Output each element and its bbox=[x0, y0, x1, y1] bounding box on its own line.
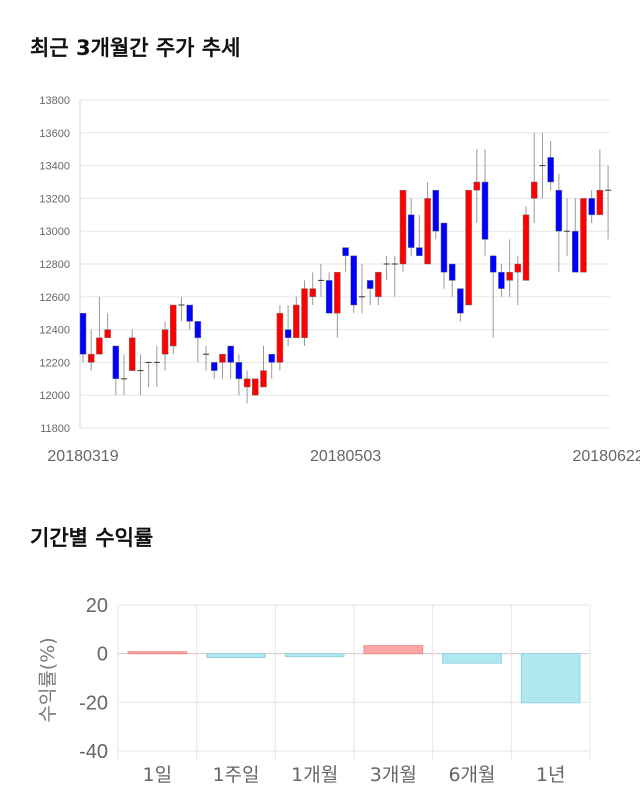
y-tick-label: 20 bbox=[86, 595, 108, 617]
candle-down bbox=[342, 247, 349, 257]
candle-down bbox=[448, 263, 456, 281]
candle-down bbox=[481, 181, 489, 240]
return-bar bbox=[206, 653, 266, 659]
candle-up bbox=[399, 189, 407, 265]
candle-down bbox=[325, 280, 333, 314]
return-bar bbox=[127, 651, 188, 655]
x-tick-label: 3개월 bbox=[370, 764, 417, 786]
candle-up bbox=[161, 329, 169, 355]
y-axis-title: 수익률(%) bbox=[37, 637, 59, 722]
candle-up bbox=[334, 271, 341, 314]
x-tick-label: 20180319 bbox=[47, 448, 118, 465]
y-tick-label: 13400 bbox=[39, 161, 70, 173]
candle-up bbox=[128, 337, 136, 371]
candle-down bbox=[186, 304, 193, 322]
candle-down bbox=[588, 198, 595, 216]
candle-up bbox=[293, 304, 300, 339]
candle-down bbox=[457, 288, 464, 314]
candle-up bbox=[506, 271, 513, 281]
y-tick-label: 12600 bbox=[39, 292, 70, 304]
candle-down bbox=[79, 312, 87, 355]
x-tick-label: 6개월 bbox=[448, 764, 495, 786]
candle-down bbox=[227, 345, 234, 363]
candle-down bbox=[112, 345, 120, 380]
candle-down bbox=[268, 353, 275, 363]
candle-up bbox=[473, 181, 481, 191]
candle-up bbox=[424, 198, 431, 265]
candle-down bbox=[284, 329, 292, 339]
candle-up bbox=[309, 288, 316, 298]
candlestick-chart: 11800 12000 12200 12400 12600 12800 13000 13200… bbox=[39, 95, 640, 465]
candle-up bbox=[104, 329, 111, 339]
return-bar bbox=[284, 653, 345, 658]
x-tick-label: 1일 bbox=[143, 764, 173, 786]
candle-up bbox=[522, 214, 530, 281]
candle-up bbox=[375, 271, 382, 298]
candle-down bbox=[407, 214, 415, 248]
candle-up bbox=[96, 337, 103, 355]
candle-down bbox=[416, 247, 423, 257]
return-bar bbox=[363, 645, 424, 655]
candle-up bbox=[465, 189, 472, 306]
y-tick-label: 12400 bbox=[39, 325, 70, 337]
candle-down bbox=[498, 271, 505, 289]
candle-down bbox=[440, 222, 448, 273]
candle-down bbox=[235, 362, 243, 380]
candle-up bbox=[530, 181, 538, 199]
x-tick-label: 1개월 bbox=[291, 764, 338, 786]
y-tick-label: -40 bbox=[79, 741, 108, 763]
returns-title: 기간별 수익률 bbox=[30, 526, 154, 550]
candle-up bbox=[301, 288, 308, 339]
candle-down bbox=[489, 255, 497, 273]
candle-up bbox=[87, 353, 95, 363]
y-tick-label: 13200 bbox=[39, 193, 70, 205]
candle-up bbox=[276, 312, 284, 363]
candle-up bbox=[243, 378, 251, 388]
candle-down bbox=[194, 321, 202, 339]
candle-up bbox=[260, 370, 267, 388]
candle-up bbox=[514, 263, 522, 273]
y-tick-label: 13600 bbox=[39, 128, 70, 140]
candle-down bbox=[211, 362, 218, 371]
y-tick-label: 0 bbox=[97, 644, 108, 666]
return-bar bbox=[520, 653, 581, 704]
candle-down bbox=[555, 189, 563, 232]
x-tick-label: 1주일 bbox=[212, 764, 259, 786]
candle-up bbox=[580, 198, 587, 273]
candle-down bbox=[572, 230, 579, 273]
y-tick-label: 13000 bbox=[39, 226, 70, 238]
candle-down bbox=[547, 157, 554, 183]
candle-up bbox=[219, 353, 226, 363]
candle-down bbox=[432, 189, 440, 232]
candle-down bbox=[366, 280, 374, 289]
candle-up bbox=[596, 189, 604, 216]
candle-up bbox=[169, 304, 177, 347]
y-tick-label: 11800 bbox=[40, 423, 70, 435]
candle-down bbox=[350, 255, 357, 306]
x-tick-label: 20180622 bbox=[572, 448, 640, 465]
y-tick-label: -20 bbox=[79, 692, 108, 714]
y-tick-label: 13800 bbox=[39, 95, 70, 107]
price-trend-title: 최근 3개월간 주가 추세 bbox=[30, 36, 241, 60]
x-tick-label: 1년 bbox=[536, 764, 566, 786]
y-tick-label: 12000 bbox=[39, 390, 70, 402]
candle-up bbox=[252, 378, 259, 396]
y-tick-label: 12800 bbox=[39, 259, 70, 271]
x-tick-label: 20180503 bbox=[310, 448, 381, 465]
y-tick-label: 12200 bbox=[39, 357, 70, 369]
return-bar bbox=[442, 653, 502, 664]
